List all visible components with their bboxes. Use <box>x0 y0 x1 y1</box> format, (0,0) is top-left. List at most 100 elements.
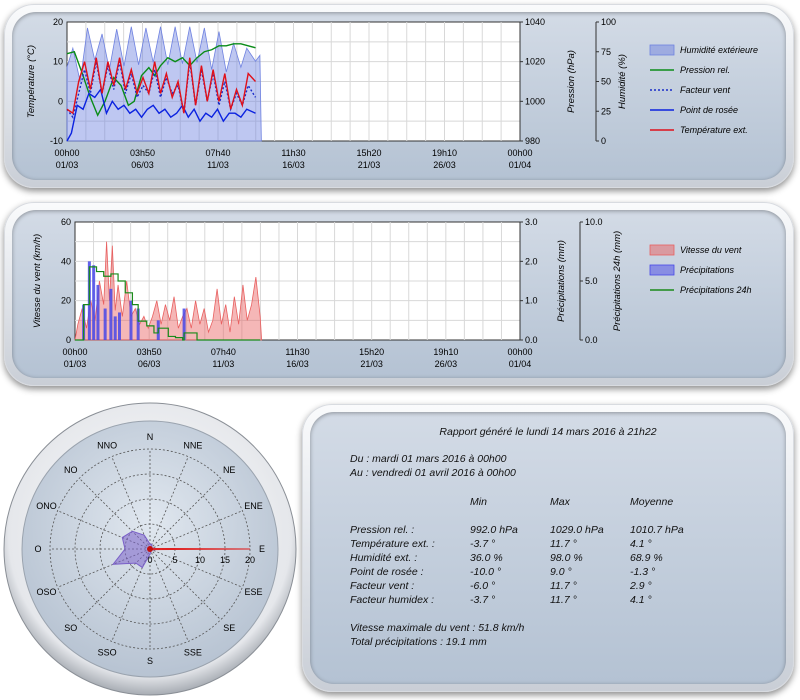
x-tick-date: 21/03 <box>358 160 381 170</box>
report-from: Du : mardi 01 mars 2016 à 00h00 <box>350 453 507 465</box>
x-tick-time: 19h10 <box>433 347 458 357</box>
series-line-dewpoint <box>66 87 256 142</box>
rain-bar <box>103 308 107 340</box>
rose-radial-tick: 20 <box>245 555 255 565</box>
row-avg: 2.9 ° <box>630 580 652 592</box>
rain-bar <box>109 288 113 340</box>
right2-tick-label: 25 <box>601 106 611 116</box>
row-min: -6.0 ° <box>470 580 496 592</box>
series-line-rain24 <box>75 266 261 341</box>
right-tick-label: 3.0 <box>525 217 538 227</box>
rose-direction-label: OSO <box>37 587 57 597</box>
series-area-wind <box>74 241 263 341</box>
row-max: 98.0 % <box>550 552 583 564</box>
right-axis-label: Pression (hPa) <box>566 50 577 113</box>
rose-spoke <box>149 548 189 642</box>
rain-bar <box>182 308 186 340</box>
x-tick-time: 15h20 <box>356 148 381 158</box>
legend-label-dewpoint: Point de rosée <box>680 105 738 115</box>
row-min: -3.7 ° <box>470 594 496 606</box>
rain-bar <box>129 300 133 340</box>
rose-radial-tick: 10 <box>195 555 205 565</box>
rose-direction-label: NNE <box>183 441 202 451</box>
x-tick-time: 15h20 <box>359 347 384 357</box>
x-tick-time: 00h00 <box>54 148 79 158</box>
right-tick-label: 1040 <box>525 17 545 27</box>
left-tick-label: 20 <box>61 296 71 306</box>
right-tick-label: 2.0 <box>525 256 538 266</box>
row-max: 11.7 ° <box>550 594 577 606</box>
row-label: Facteur humidex : <box>350 594 435 606</box>
row-label: Température ext. : <box>350 538 435 550</box>
report-to: Au : vendredi 01 avril 2016 à 00h00 <box>350 467 516 479</box>
rose-direction-label: S <box>147 656 153 666</box>
left-tick-label: -10 <box>50 136 63 146</box>
rose-direction-label: E <box>259 544 265 554</box>
rain-bar <box>92 265 96 340</box>
legend-label-rain: Précipitations <box>680 265 735 275</box>
rain-bar <box>136 308 140 340</box>
row-label: Facteur vent : <box>350 580 415 592</box>
report-max-wind: Vitesse maximale du vent : 51.8 km/h <box>350 622 525 634</box>
row-avg: 4.1 ° <box>630 538 652 550</box>
legend-label-rain24: Précipitations 24h <box>680 285 752 295</box>
x-tick-date: 01/03 <box>64 359 87 369</box>
x-tick-time: 00h00 <box>507 148 532 158</box>
header-min: Min <box>470 496 487 508</box>
right2-tick-label: 10.0 <box>585 217 603 227</box>
right-tick-label: 980 <box>525 136 540 146</box>
x-tick-date: 16/03 <box>286 359 309 369</box>
rose-direction-label: NE <box>223 465 236 475</box>
x-tick-date: 21/03 <box>360 359 383 369</box>
x-tick-time: 07h40 <box>211 347 236 357</box>
rose-direction-label: SSE <box>184 647 202 657</box>
x-tick-date: 01/03 <box>56 160 79 170</box>
row-label: Pression rel. : <box>350 524 415 536</box>
row-max: 11.7 ° <box>550 538 577 550</box>
legend-swatch-rain <box>649 264 675 276</box>
x-tick-date: 11/03 <box>212 359 234 369</box>
row-avg: 4.1 ° <box>630 594 652 606</box>
report-title: Rapport généré le lundi 14 mars 2016 à 2… <box>439 426 657 438</box>
x-tick-time: 03h50 <box>137 347 162 357</box>
header-avg: Moyenne <box>630 496 674 508</box>
rain-bar <box>118 312 121 340</box>
report-inner <box>310 412 786 684</box>
row-min: -3.7 ° <box>470 538 496 550</box>
row-max: 11.7 ° <box>550 580 577 592</box>
rose-spoke <box>149 510 243 550</box>
right2-tick-label: 5.0 <box>585 276 598 286</box>
x-tick-time: 07h40 <box>205 148 230 158</box>
x-tick-date: 06/03 <box>138 359 161 369</box>
legend-swatch-wind <box>649 244 675 256</box>
x-tick-date: 16/03 <box>282 160 305 170</box>
left-tick-label: 0 <box>58 96 63 106</box>
row-avg: -1.3 ° <box>630 566 656 578</box>
right-tick-label: 1.0 <box>525 296 538 306</box>
report: Rapport généré le lundi 14 mars 2016 à 2… <box>302 404 794 692</box>
row-min: 992.0 hPa <box>470 524 518 536</box>
row-max: 9.0 ° <box>550 566 572 578</box>
x-tick-time: 11h30 <box>285 347 309 357</box>
right2-axis-label: Humidité (%) <box>617 54 628 109</box>
rose-direction-label: NNO <box>97 441 117 451</box>
rain-bar <box>113 316 117 340</box>
wind-rain-chart-panel: 60 40 20 0 Vitesse du vent (km/h) 3.0 2.0 1.0 0.… <box>4 202 794 386</box>
left-axis-label: Température (°C) <box>26 45 37 118</box>
right2-tick-label: 100 <box>601 17 616 27</box>
x-tick-time: 00h00 <box>62 347 87 357</box>
right-tick-label: 1000 <box>525 96 545 106</box>
legend-label-temperature: Température ext. <box>680 125 748 135</box>
left-tick-label: 40 <box>61 256 71 266</box>
right2-tick-label: 0.0 <box>585 335 598 345</box>
rose-direction-label: O <box>34 544 41 554</box>
row-avg: 1010.7 hPa <box>630 524 684 536</box>
rose-direction-label: SO <box>64 623 77 633</box>
rose-radial-tick: 5 <box>172 555 177 565</box>
row-avg: 68.9 % <box>630 552 663 564</box>
legend-label-windchill: Facteur vent <box>680 85 731 95</box>
series-line-temperature <box>66 57 257 115</box>
right2-tick-label: 0 <box>601 136 606 146</box>
left-tick-label: 60 <box>61 217 71 227</box>
